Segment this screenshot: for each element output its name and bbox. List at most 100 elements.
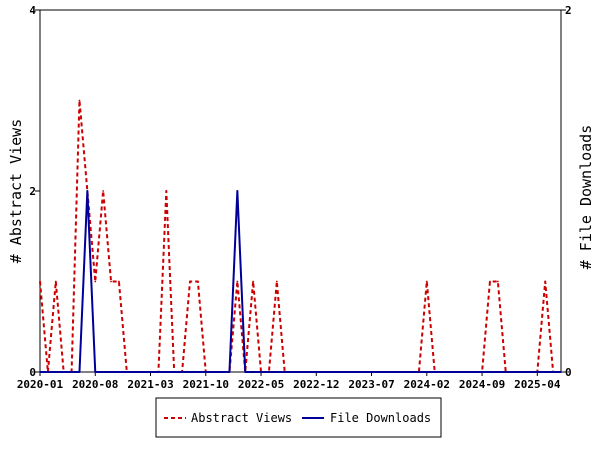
data-point-abstract-views bbox=[489, 280, 491, 283]
data-point-abstract-views bbox=[425, 280, 428, 283]
x-tick-label: 2022-12 bbox=[293, 378, 339, 391]
data-point-file-downloads bbox=[560, 371, 562, 373]
data-point-abstract-views bbox=[275, 280, 278, 283]
data-point-abstract-views bbox=[196, 280, 199, 283]
data-point-file-downloads bbox=[512, 371, 515, 373]
data-point-file-downloads bbox=[291, 371, 294, 373]
data-point-file-downloads bbox=[70, 371, 73, 373]
x-tick-label: 2020-08 bbox=[72, 378, 118, 391]
data-point-abstract-views bbox=[496, 280, 499, 283]
data-point-file-downloads bbox=[102, 371, 105, 373]
data-point-file-downloads bbox=[133, 371, 136, 373]
data-point-file-downloads bbox=[394, 371, 397, 373]
data-point-file-downloads bbox=[418, 371, 420, 373]
data-point-file-downloads bbox=[260, 371, 262, 373]
data-point-file-downloads bbox=[346, 371, 349, 373]
data-point-file-downloads bbox=[520, 371, 523, 373]
data-point-file-downloads bbox=[331, 371, 333, 373]
x-tick-label: 2024-09 bbox=[459, 378, 505, 391]
data-point-file-downloads bbox=[544, 371, 547, 373]
data-point-file-downloads bbox=[299, 371, 302, 373]
data-point-file-downloads bbox=[149, 371, 152, 373]
data-point-file-downloads bbox=[189, 371, 191, 373]
data-point-abstract-views bbox=[236, 280, 239, 283]
x-tick-label: 2022-05 bbox=[238, 378, 284, 391]
data-point-file-downloads bbox=[141, 371, 144, 373]
data-point-abstract-views bbox=[189, 280, 191, 283]
data-point-file-downloads bbox=[125, 371, 128, 373]
data-point-file-downloads bbox=[378, 371, 381, 373]
x-tick-label: 2024-02 bbox=[404, 378, 450, 391]
data-point-file-downloads bbox=[323, 371, 326, 373]
plot-area bbox=[39, 9, 562, 373]
data-point-file-downloads bbox=[402, 371, 405, 373]
y-tick-label: 2 bbox=[29, 185, 36, 198]
data-point-file-downloads bbox=[315, 371, 318, 373]
x-tick-label: 2021-03 bbox=[127, 378, 173, 391]
data-point-file-downloads bbox=[252, 371, 255, 373]
data-point-file-downloads bbox=[528, 371, 531, 373]
data-point-file-downloads bbox=[433, 371, 436, 373]
data-point-file-downloads bbox=[39, 371, 41, 373]
x-tick-label: 2020-01 bbox=[17, 378, 64, 391]
data-point-abstract-views bbox=[94, 280, 97, 283]
data-point-file-downloads bbox=[465, 371, 468, 373]
data-point-file-downloads bbox=[78, 371, 81, 373]
data-point-file-downloads bbox=[110, 371, 112, 373]
data-point-file-downloads bbox=[244, 371, 247, 373]
legend-box bbox=[155, 397, 442, 438]
data-point-file-downloads bbox=[473, 371, 476, 373]
data-point-file-downloads bbox=[481, 371, 483, 373]
data-point-file-downloads bbox=[62, 371, 65, 373]
y-axis-ticks: 0 2 4 bbox=[29, 4, 40, 379]
data-point-file-downloads bbox=[236, 190, 239, 192]
data-point-abstract-views bbox=[110, 280, 112, 283]
data-point-file-downloads bbox=[228, 371, 231, 373]
data-point-abstract-views bbox=[252, 280, 255, 283]
x-tick-label: 2021-10 bbox=[183, 378, 229, 391]
data-point-abstract-views bbox=[39, 280, 41, 283]
data-point-file-downloads bbox=[457, 371, 460, 373]
data-point-file-downloads bbox=[283, 371, 286, 373]
data-point-file-downloads bbox=[54, 371, 57, 373]
data-point-file-downloads bbox=[489, 371, 491, 373]
data-point-file-downloads bbox=[212, 371, 215, 373]
data-point-file-downloads bbox=[94, 371, 97, 373]
data-point-file-downloads bbox=[204, 371, 207, 373]
data-point-file-downloads bbox=[339, 371, 341, 373]
data-point-file-downloads bbox=[86, 190, 89, 192]
data-point-file-downloads bbox=[425, 371, 428, 373]
y2-tick-label: 2 bbox=[565, 4, 572, 17]
data-point-file-downloads bbox=[173, 371, 176, 373]
data-point-abstract-views bbox=[118, 280, 120, 283]
y-tick-label: 0 bbox=[29, 366, 36, 379]
data-point-file-downloads bbox=[181, 371, 183, 373]
data-point-abstract-views bbox=[102, 190, 105, 192]
data-point-file-downloads bbox=[536, 371, 539, 373]
data-point-file-downloads bbox=[46, 371, 49, 373]
data-point-file-downloads bbox=[449, 371, 452, 373]
data-point-file-downloads bbox=[220, 371, 223, 373]
data-point-file-downloads bbox=[165, 371, 168, 373]
data-point-abstract-views bbox=[544, 280, 547, 283]
data-point-abstract-views bbox=[165, 190, 168, 192]
legend-label-file-downloads: File Downloads bbox=[330, 411, 431, 425]
data-point-file-downloads bbox=[410, 371, 412, 373]
data-point-file-downloads bbox=[307, 371, 310, 373]
legend: Abstract Views File Downloads bbox=[155, 397, 442, 438]
data-point-file-downloads bbox=[496, 371, 499, 373]
data-point-file-downloads bbox=[275, 371, 278, 373]
legend-label-abstract-views: Abstract Views bbox=[191, 411, 292, 425]
y-tick-label: 4 bbox=[29, 4, 36, 17]
data-point-file-downloads bbox=[504, 371, 507, 373]
data-point-file-downloads bbox=[370, 371, 373, 373]
data-point-file-downloads bbox=[552, 371, 555, 373]
y2-axis-ticks: 02 bbox=[561, 4, 572, 379]
x-axis-ticks: 2020-01 2020-08 2021-03 2021-10 2022-05 2022-… bbox=[17, 372, 561, 391]
series-layer bbox=[39, 99, 562, 373]
data-point-file-downloads bbox=[354, 371, 357, 373]
data-point-file-downloads bbox=[196, 371, 199, 373]
data-point-abstract-views bbox=[54, 280, 57, 283]
y-axis-title: # Abstract Views bbox=[7, 119, 25, 264]
